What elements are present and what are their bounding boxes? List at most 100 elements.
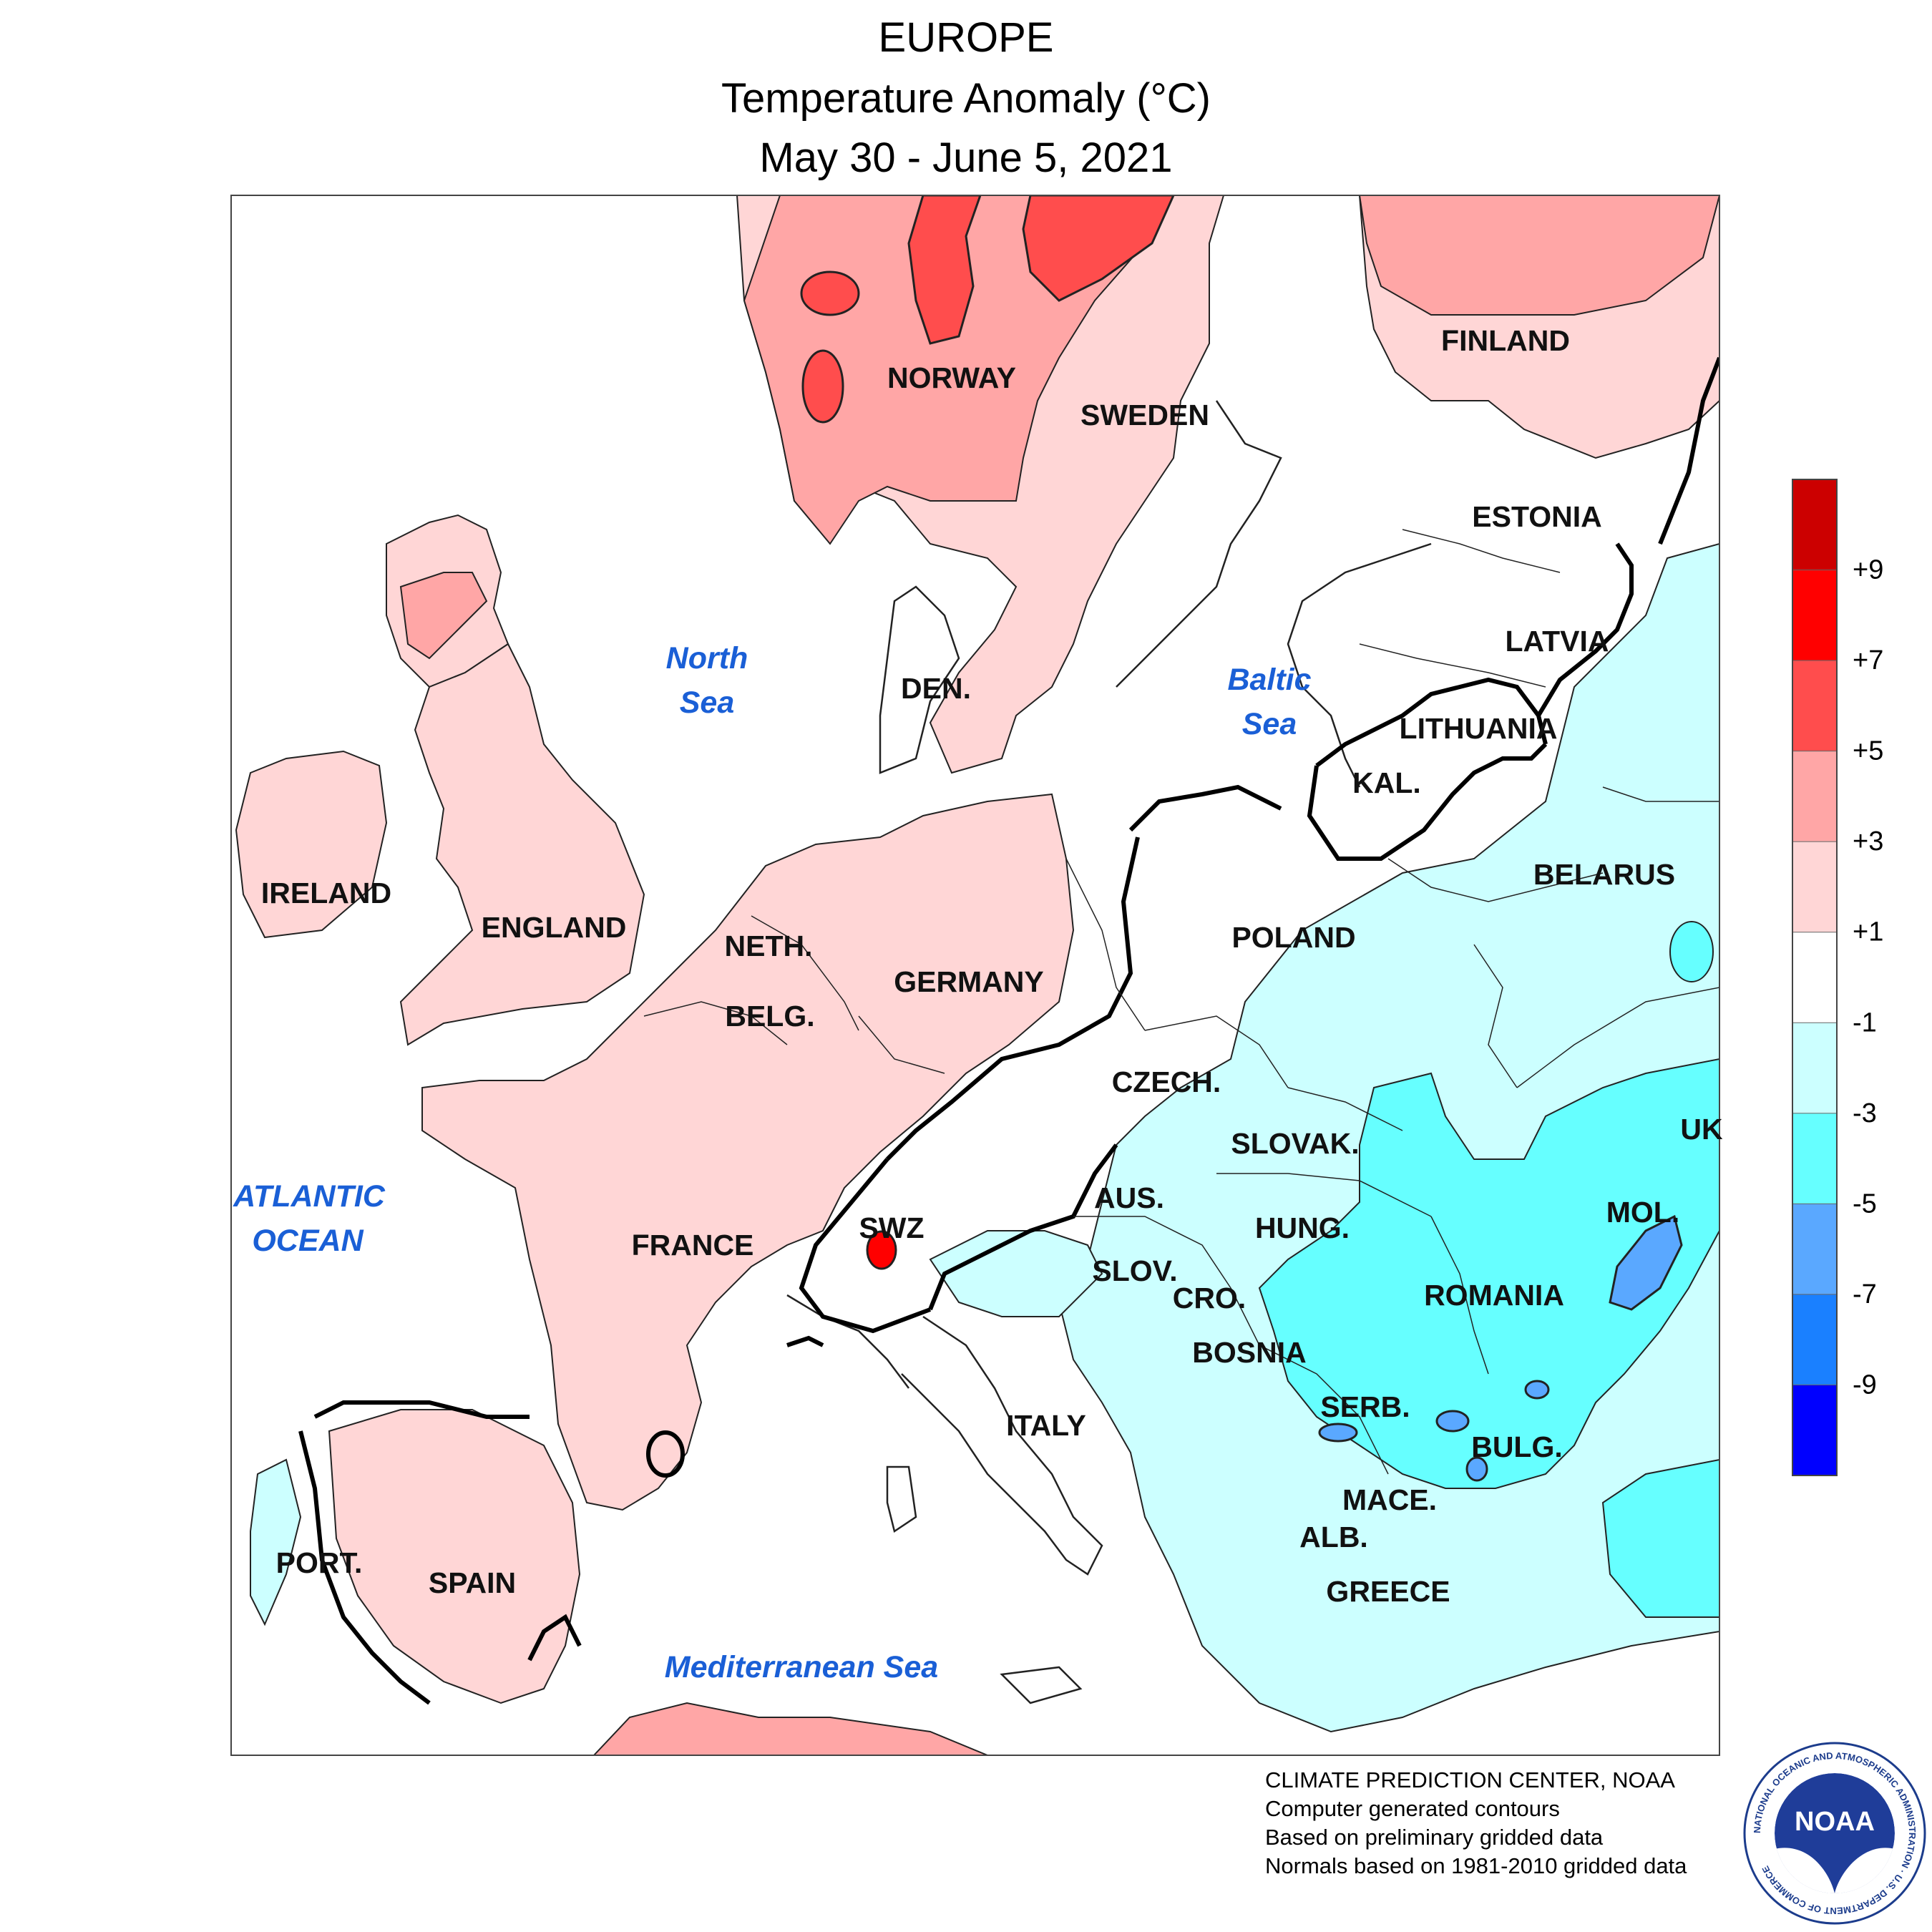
label-slovenia: SLOV. — [1092, 1254, 1177, 1287]
portugal-cool-area — [250, 1458, 302, 1626]
label-bulgaria: BULG. — [1471, 1430, 1563, 1463]
map-title-region: EUROPE — [878, 14, 1054, 61]
bulgaria-cold-spot — [1435, 1410, 1470, 1433]
legend-tick-label: -5 — [1853, 1189, 1877, 1219]
macedonia-cold-spot — [1465, 1456, 1488, 1482]
coastlines — [786, 400, 1432, 1704]
belarus-cold-spot — [1669, 921, 1714, 982]
legend-tick-label: +3 — [1853, 826, 1883, 857]
norway-peak-2 — [1022, 195, 1175, 302]
label-lithuania: LITHUANIA — [1400, 712, 1558, 745]
label-belgium: BELG. — [725, 1000, 814, 1033]
label-kaliningrad: KAL. — [1352, 766, 1421, 799]
country-labels: NORWAY SWEDEN FINLAND ESTONIA LATVIA LIT… — [261, 324, 1723, 1608]
label-atlantic-line2: OCEAN — [252, 1224, 364, 1258]
noaa-logo: NATIONAL OCEANIC AND ATMOSPHERIC ADMINIS… — [1743, 1742, 1926, 1925]
label-germany: GERMANY — [894, 965, 1044, 998]
legend-tick-label: -1 — [1853, 1008, 1877, 1038]
credit-line-1: CLIMATE PREDICTION CENTER, NOAA — [1265, 1767, 1675, 1792]
label-netherlands: NETH. — [725, 930, 813, 962]
label-poland: POLAND — [1231, 921, 1355, 954]
legend-tick-label: +5 — [1853, 736, 1883, 766]
label-norway: NORWAY — [887, 361, 1016, 394]
label-switzerland: SWZ — [859, 1211, 924, 1244]
map-title-period: May 30 - June 5, 2021 — [759, 135, 1173, 181]
label-slovakia: SLOVAK. — [1231, 1127, 1359, 1160]
credit-line-4: Normals based on 1981-2010 gridded data — [1265, 1853, 1687, 1878]
label-mediterranean: Mediterranean Sea — [665, 1650, 938, 1684]
label-czech: CZECH. — [1112, 1065, 1221, 1098]
legend-color-boxes — [1792, 479, 1838, 1477]
label-romania: ROMANIA — [1424, 1279, 1564, 1312]
legend-color-box — [1792, 1022, 1838, 1114]
legend-color-box — [1792, 932, 1838, 1024]
label-croatia: CRO. — [1173, 1282, 1246, 1314]
label-denmark: DEN. — [901, 672, 971, 705]
label-estonia: ESTONIA — [1472, 500, 1602, 533]
label-latvia: LATVIA — [1505, 625, 1609, 658]
anomaly-minus5-regions — [1318, 1214, 1683, 1482]
norway-peak-4 — [801, 349, 844, 424]
legend-color-box — [1792, 1113, 1838, 1205]
legend-tick-label: -7 — [1853, 1279, 1877, 1309]
moldova-cold-spot — [1609, 1214, 1683, 1311]
logo-text: NOAA — [1795, 1807, 1875, 1837]
serbia-cold-spot — [1318, 1423, 1358, 1443]
legend-tick-label: +1 — [1853, 917, 1883, 947]
label-bosnia: BOSNIA — [1192, 1336, 1306, 1369]
zero-contours — [298, 356, 1719, 1705]
map-body — [231, 195, 1719, 1755]
legend-tick-label: -3 — [1853, 1098, 1877, 1128]
label-north-sea-line2: Sea — [680, 686, 735, 720]
legend-color-box — [1792, 751, 1838, 843]
finland-warm-area — [1358, 195, 1719, 316]
norway-peak-1 — [907, 195, 982, 345]
legend-color-box — [1792, 479, 1838, 571]
color-legend: +9 +7 +5 +3 +1 -1 -3 -5 -7 -9 — [1792, 479, 1883, 1477]
legend-color-box — [1792, 1294, 1838, 1386]
label-baltic-sea-line2: Sea — [1242, 707, 1297, 741]
label-atlantic-line1: ATLANTIC — [233, 1179, 386, 1214]
legend-color-box — [1792, 570, 1838, 662]
country-borders — [643, 529, 1719, 1475]
label-albania: ALB. — [1299, 1521, 1368, 1553]
great-britain-land — [399, 643, 645, 1046]
scotland-warm-area — [399, 572, 488, 660]
label-austria: AUS. — [1094, 1181, 1164, 1214]
legend-tick-label: +7 — [1853, 645, 1883, 675]
label-macedonia: MACE. — [1342, 1483, 1437, 1516]
black-sea-cold-area — [1601, 1458, 1719, 1618]
map-title-variable: Temperature Anomaly (°C) — [721, 75, 1211, 122]
anomaly-minus3-regions — [1258, 921, 1719, 1618]
legend-frame — [1792, 479, 1838, 1476]
label-ireland: IRELAND — [261, 877, 391, 909]
credit-line-2: Computer generated contours — [1265, 1796, 1560, 1821]
label-north-sea-line1: North — [666, 641, 748, 675]
legend-color-box — [1792, 1203, 1838, 1295]
label-sweden: SWEDEN — [1080, 399, 1209, 431]
label-italy: ITALY — [1006, 1409, 1086, 1442]
label-belarus: BELARUS — [1533, 858, 1675, 891]
legend-tick-label: -9 — [1853, 1370, 1877, 1400]
alps-cool-area — [929, 1230, 1103, 1317]
romania-cold-spot — [1524, 1380, 1550, 1400]
label-baltic-sea-line1: Baltic — [1227, 663, 1311, 697]
label-hungary: HUNG. — [1255, 1211, 1350, 1244]
legend-color-box — [1792, 841, 1838, 933]
ireland-land — [235, 750, 388, 939]
norway-peak-3 — [800, 270, 860, 316]
label-portugal: PORT. — [276, 1546, 363, 1579]
label-serbia: SERB. — [1320, 1390, 1410, 1423]
label-spain: SPAIN — [429, 1566, 516, 1599]
label-moldova: MOL. — [1606, 1196, 1679, 1229]
legend-color-box — [1792, 660, 1838, 752]
map-frame — [230, 195, 1720, 1756]
balkans-cold-area — [1258, 1058, 1719, 1489]
label-finland: FINLAND — [1441, 324, 1570, 357]
anomaly-plus5-regions — [800, 195, 1175, 1270]
label-ukraine: UK — [1680, 1113, 1723, 1146]
label-greece: GREECE — [1326, 1575, 1450, 1608]
sea-labels: North Sea Baltic Sea ATLANTIC OCEAN Medi… — [233, 641, 1312, 1684]
label-france: FRANCE — [632, 1229, 754, 1262]
